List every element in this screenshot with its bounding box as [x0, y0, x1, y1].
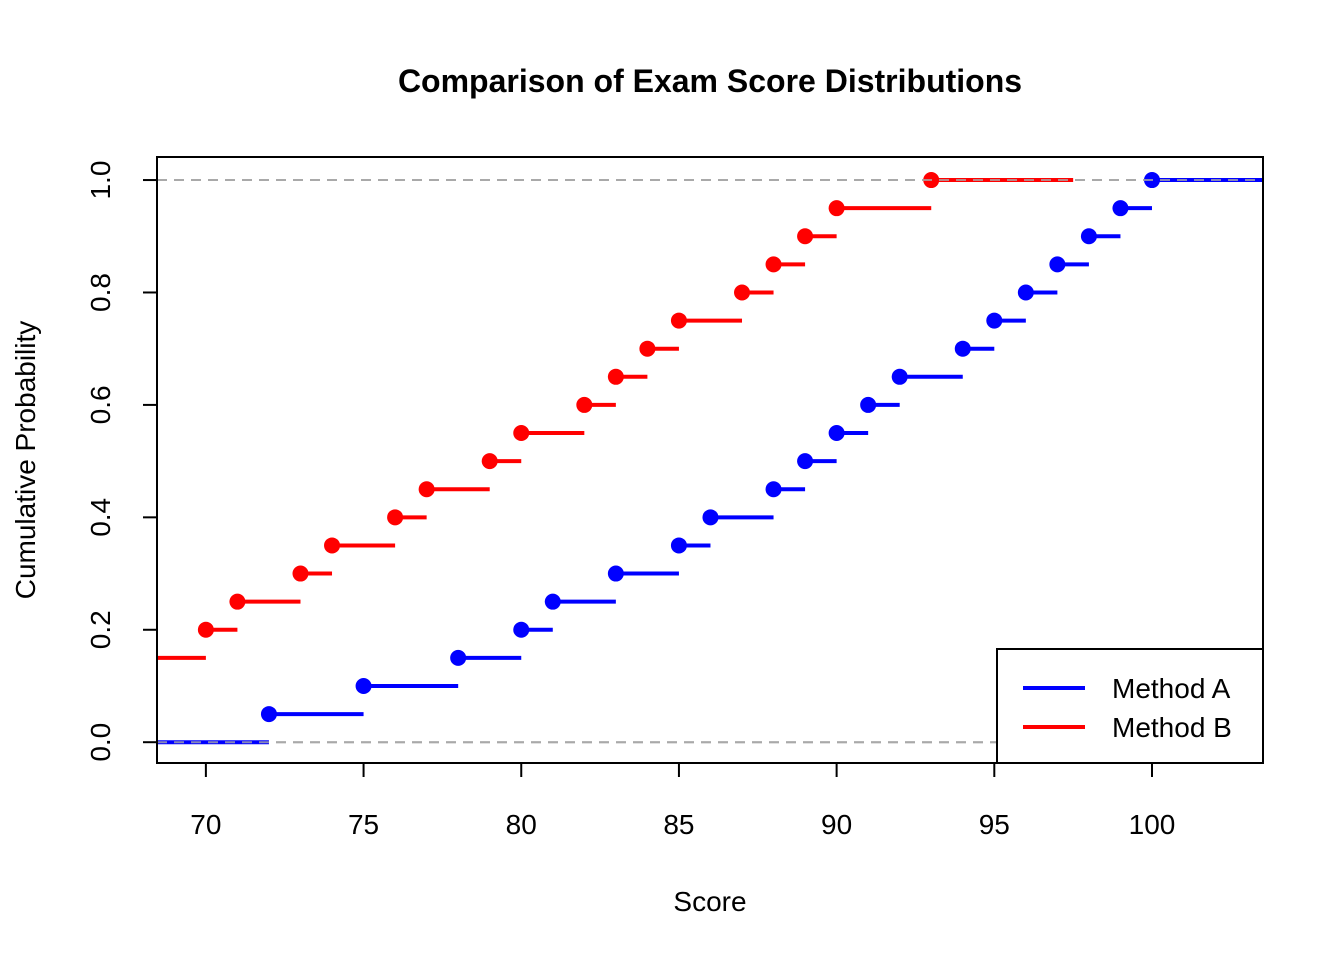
- x-tick-label: 100: [1129, 809, 1176, 840]
- step-point: [765, 481, 782, 498]
- step-point: [387, 509, 404, 526]
- step-point: [1049, 256, 1066, 273]
- x-tick-label: 75: [348, 809, 379, 840]
- x-tick-label: 95: [979, 809, 1010, 840]
- step-point: [197, 621, 214, 638]
- step-point: [418, 481, 435, 498]
- step-point: [797, 453, 814, 470]
- step-point: [576, 396, 593, 413]
- step-point: [860, 396, 877, 413]
- y-tick-label: 0.4: [85, 498, 116, 537]
- x-tick-label: 90: [821, 809, 852, 840]
- step-point: [260, 706, 277, 723]
- series-method-a: [157, 172, 1263, 745]
- step-point: [1112, 200, 1129, 217]
- x-tick-label: 70: [190, 809, 221, 840]
- step-point: [639, 340, 656, 357]
- step-point: [670, 537, 687, 554]
- step-point: [544, 593, 561, 610]
- step-point: [450, 649, 467, 666]
- step-point: [324, 537, 341, 554]
- step-point: [954, 340, 971, 357]
- step-point: [734, 284, 751, 301]
- step-point: [607, 368, 624, 385]
- step-point: [355, 677, 372, 694]
- series-method-b: [157, 172, 1074, 660]
- step-point: [891, 368, 908, 385]
- step-point: [292, 565, 309, 582]
- y-tick-label: 0.8: [85, 273, 116, 312]
- step-point: [229, 593, 246, 610]
- plot-frame: [156, 156, 1264, 764]
- y-tick-label: 0.0: [85, 723, 116, 762]
- y-tick-label: 1.0: [85, 161, 116, 200]
- step-point: [481, 453, 498, 470]
- step-point: [702, 509, 719, 526]
- step-point: [513, 425, 530, 442]
- chart-title: Comparison of Exam Score Distributions: [398, 63, 1022, 99]
- step-point: [828, 425, 845, 442]
- step-point: [670, 312, 687, 329]
- step-point: [513, 621, 530, 638]
- step-point: [986, 312, 1003, 329]
- step-point: [1080, 228, 1097, 245]
- step-point: [1017, 284, 1034, 301]
- legend: Method A Method B: [996, 648, 1264, 764]
- x-tick-label: 85: [663, 809, 694, 840]
- step-point: [607, 565, 624, 582]
- y-tick-label: 0.6: [85, 385, 116, 424]
- x-tick-label: 80: [506, 809, 537, 840]
- step-point: [797, 228, 814, 245]
- legend-label-method-a: Method A: [1112, 673, 1231, 704]
- step-point: [828, 200, 845, 217]
- y-axis-label: Cumulative Probability: [10, 321, 41, 600]
- x-axis-label: Score: [673, 886, 746, 917]
- y-tick-label: 0.2: [85, 610, 116, 649]
- legend-label-method-b: Method B: [1112, 712, 1232, 743]
- step-point: [765, 256, 782, 273]
